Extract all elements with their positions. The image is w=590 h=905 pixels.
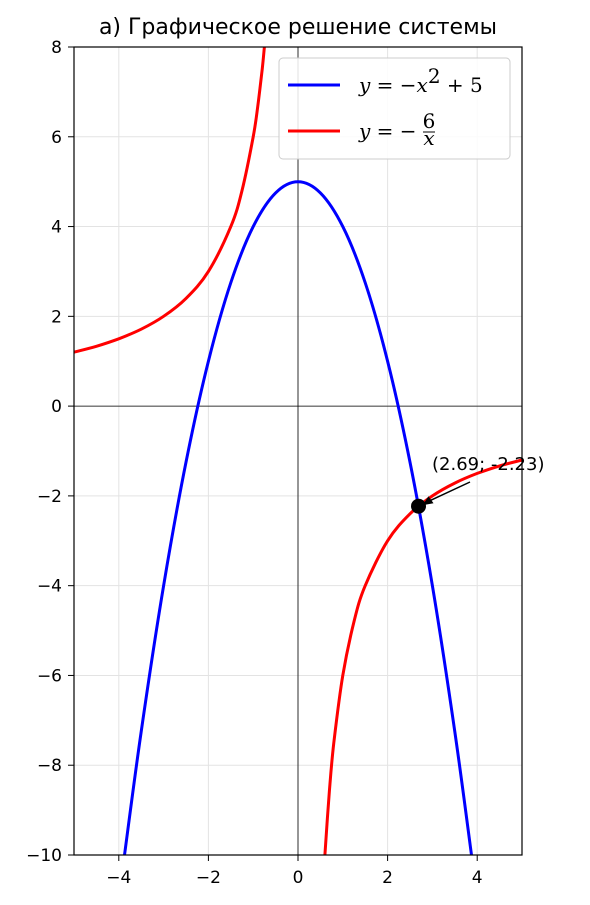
annotation-arrow [424,481,471,504]
series-line-2 [73,46,266,354]
x-tick-label: 2 [382,868,393,888]
series-line-1 [123,180,473,856]
x-tick-label: −4 [106,868,131,888]
y-tick-label: −10 [26,846,62,866]
legend-label-2: y = − [358,119,417,143]
y-tick-label: −8 [37,756,62,776]
chart-title: а) Графическое решение системы [99,15,497,40]
series-group [73,46,523,856]
series-line-2 [323,458,523,856]
y-tick-label: 6 [51,128,62,148]
y-tick-label: 8 [51,38,62,58]
y-tick-label: −4 [37,577,62,597]
y-tick-label: 4 [51,218,62,238]
x-tick-label: 4 [472,868,483,888]
x-tick-label: −2 [196,868,221,888]
y-tick-label: 2 [51,307,62,327]
ticks: −4 −2 0 2 4 8 6 4 2 0 −2 −4 −6 −8 −10 [26,38,483,888]
legend-frac-numerator: 6 [423,109,436,133]
legend-frac-denominator: x [423,126,434,150]
intersection-label: (2.69; -2.23) [432,454,544,475]
legend-box [278,57,511,160]
y-tick-label: −6 [37,666,62,686]
x-tick-label: 0 [293,868,304,888]
annotation-group: (2.69; -2.23) [411,454,544,514]
y-tick-label: 0 [51,397,62,417]
intersection-point [411,498,427,514]
y-tick-label: −2 [37,487,62,507]
legend: y = −x2 + 5y = −6x [278,57,511,160]
